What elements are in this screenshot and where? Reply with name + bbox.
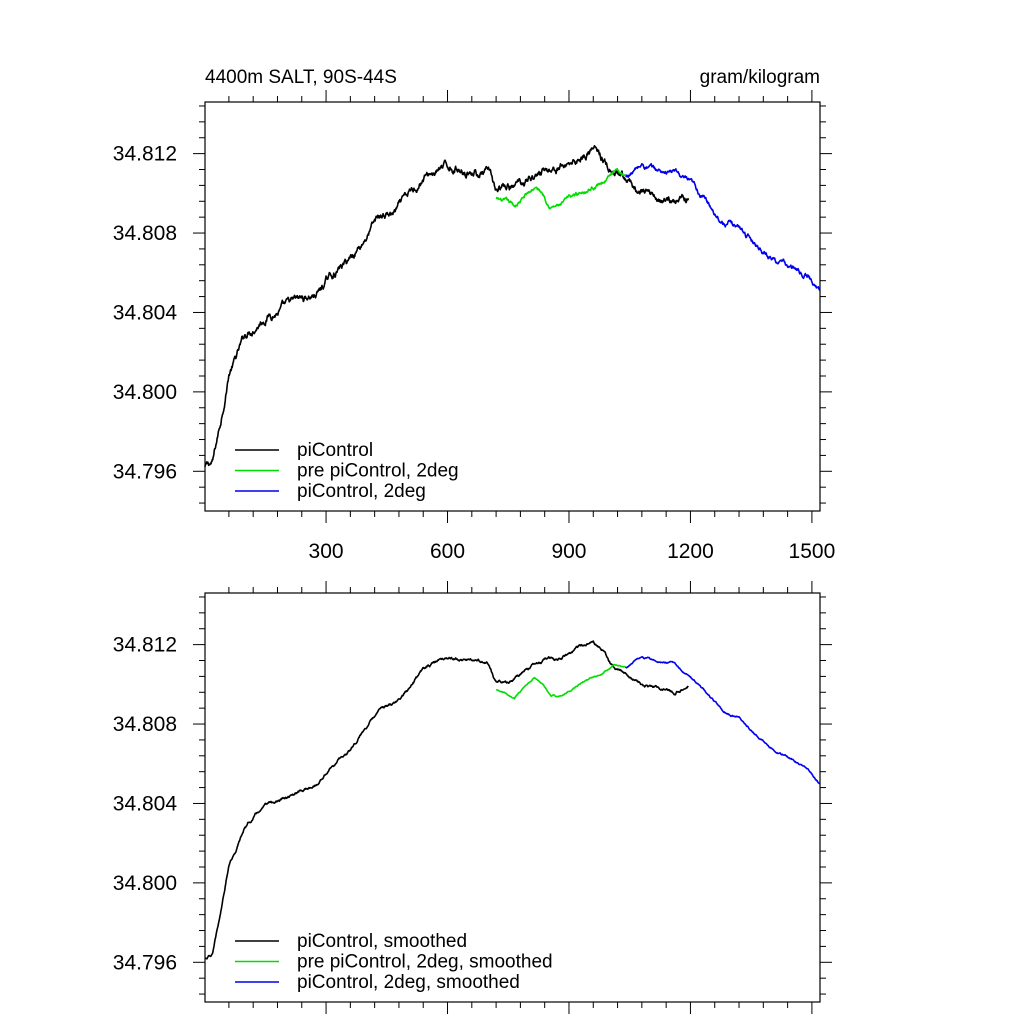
x-tick-label: 600 [430, 540, 465, 563]
series-line [204, 145, 690, 467]
legend-label: piControl, smoothed [297, 931, 467, 952]
plot-frame [204, 592, 821, 1003]
x-tick-label: 300 [309, 540, 344, 563]
series-line [495, 167, 627, 210]
top-chart: 4400m SALT, 90S-44S gram/kilogram 34.796… [113, 67, 835, 563]
y-tick-label: 34.808 [113, 222, 177, 245]
legend-label: piControl, 2deg [297, 481, 426, 502]
legend-label: piControl [297, 440, 373, 461]
chart-title: 4400m SALT, 90S-44S [205, 67, 397, 88]
series-line [204, 640, 689, 960]
x-tick-label: 900 [551, 540, 586, 563]
y-tick-label: 34.812 [113, 143, 177, 166]
y-tick-label: 34.796 [113, 460, 177, 483]
y-tick-label: 34.808 [113, 713, 177, 736]
bottom-chart: 34.796 34.800 34.804 34.808 34.812 piControl… [113, 581, 832, 1014]
y-tick-label: 34.800 [113, 872, 177, 895]
y-tick-label: 34.804 [113, 301, 178, 324]
legend-label: piControl, 2deg, smoothed [297, 972, 520, 993]
units-label: gram/kilogram [700, 67, 820, 88]
series-line [625, 655, 821, 785]
series-line [495, 663, 627, 700]
y-tick-label: 34.812 [113, 634, 177, 657]
y-tick-label: 34.796 [113, 951, 177, 974]
plot-frame [204, 101, 821, 512]
legend-label: pre piControl, 2deg, smoothed [297, 952, 553, 973]
series-line [625, 162, 821, 292]
x-tick-label: 1200 [667, 540, 714, 563]
y-tick-label: 34.804 [113, 792, 178, 815]
legend-label: pre piControl, 2deg [297, 461, 459, 482]
x-tick-label: 1500 [789, 540, 836, 563]
y-tick-label: 34.800 [113, 381, 177, 404]
